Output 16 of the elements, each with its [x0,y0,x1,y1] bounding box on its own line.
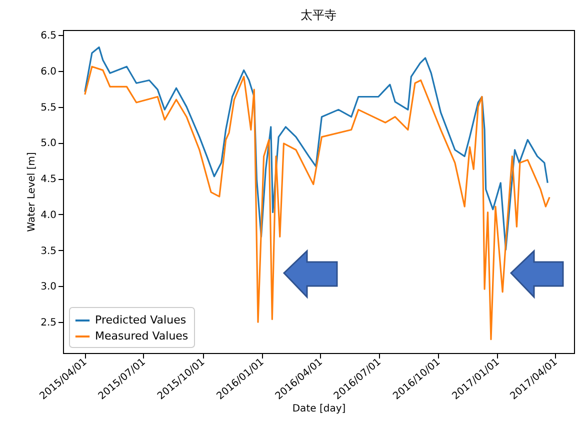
legend-label: Predicted Values [95,314,186,326]
line-series [84,46,548,250]
legend-label: Measured Values [95,330,188,342]
y-tick-label: 6.0 [40,66,56,78]
line-series [84,66,550,340]
y-axis-title: Water Level [m] [26,152,38,232]
y-tick-label: 6.5 [40,30,56,42]
x-axis-title: Date [day] [292,403,346,414]
y-tick-label: 4.0 [40,210,56,221]
y-tick-label: 5.5 [40,102,56,114]
y-tick-label: 2.5 [40,318,56,329]
y-tick-label: 3.5 [40,246,56,257]
y-tick-label: 3.0 [40,282,56,293]
y-tick-label: 5.0 [40,138,56,150]
chart-title: 太平寺 [300,8,336,22]
y-tick-label: 4.5 [40,174,56,186]
